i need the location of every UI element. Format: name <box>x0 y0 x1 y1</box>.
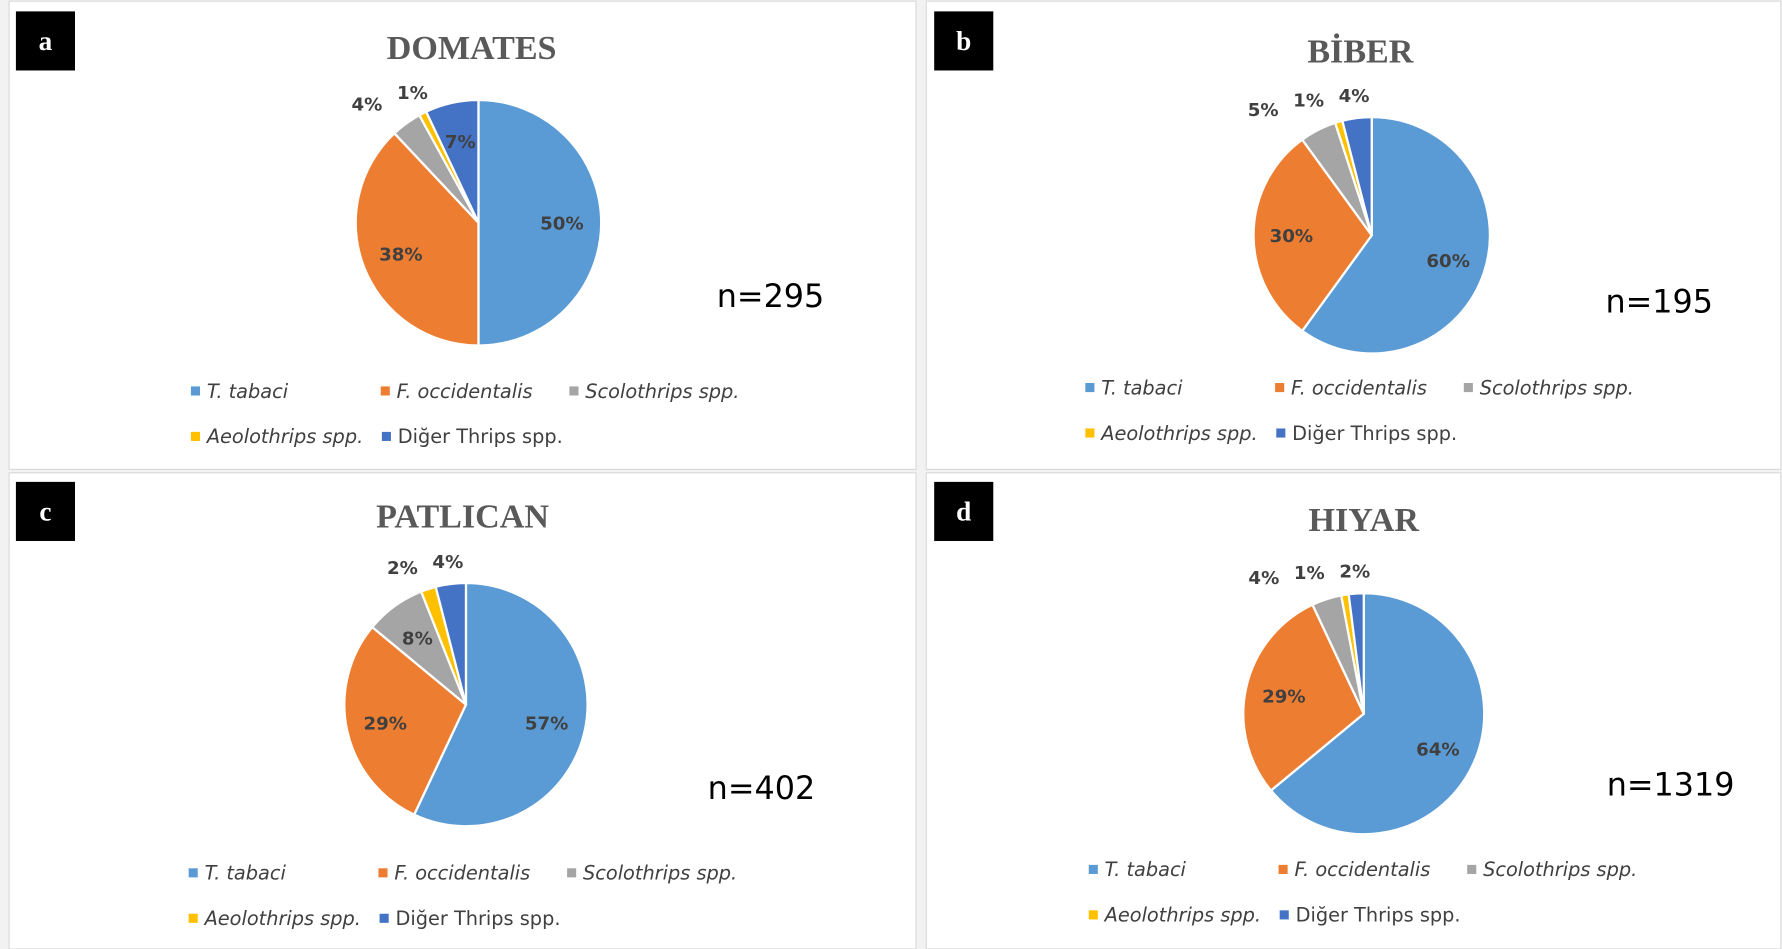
legend-swatch <box>380 386 390 396</box>
pie-slice <box>1252 138 1374 333</box>
legend-swatch <box>1275 383 1285 393</box>
legend-swatch <box>188 913 198 923</box>
legend-label: T. tabaci <box>205 862 287 885</box>
legend-swatch <box>381 431 391 441</box>
panel-letter-box <box>15 11 76 71</box>
data-label: 38% <box>379 244 423 265</box>
sample-size: n=402 <box>708 769 816 807</box>
legend-label: Aeolothrips spp. <box>205 425 363 448</box>
legend-label: Scolothrips spp. <box>585 380 739 403</box>
legend-label: Scolothrips spp. <box>583 862 737 885</box>
legend-swatch <box>1088 910 1098 920</box>
legend-label: Scolothrips spp. <box>1483 858 1637 881</box>
sample-size: n=1319 <box>1607 766 1735 804</box>
sample-size: n=195 <box>1605 283 1713 321</box>
data-label: 4% <box>432 552 463 573</box>
chart-title: BİBER <box>1307 33 1413 71</box>
data-label: 29% <box>364 713 408 734</box>
panel-letter: d <box>956 497 971 527</box>
data-label: 29% <box>1262 687 1306 708</box>
data-label: 5% <box>1248 100 1279 121</box>
pie-slice <box>1347 592 1365 714</box>
legend-label: T. tabaci <box>1101 376 1183 399</box>
legend-label: T. tabaci <box>1105 858 1187 881</box>
pie-slice <box>343 625 468 817</box>
chart-title: DOMATES <box>387 30 557 67</box>
legend-swatch <box>1278 864 1288 874</box>
pie-slice <box>354 131 480 347</box>
legend-label: Scolothrips spp. <box>1480 376 1634 399</box>
data-label: 57% <box>525 713 569 734</box>
legend-swatch <box>569 386 579 396</box>
legend-swatch <box>188 868 198 878</box>
pie-slice <box>424 98 480 224</box>
data-label: 1% <box>397 83 428 104</box>
legend-swatch <box>190 431 201 441</box>
legend-swatch <box>1085 428 1095 438</box>
data-label: 1% <box>1294 563 1325 584</box>
legend-swatch <box>1276 428 1286 438</box>
panel-letter: b <box>956 26 971 56</box>
data-label: 4% <box>1248 568 1279 589</box>
legend-swatch <box>1463 383 1473 393</box>
legend-label: F. occidentalis <box>1294 858 1430 881</box>
panel-letter-box <box>15 481 76 541</box>
legend-label: Diğer Thrips spp. <box>398 425 563 448</box>
legend-label: Diğer Thrips spp. <box>1292 422 1457 445</box>
pie-slice <box>434 581 468 705</box>
panel-letter-box <box>934 481 994 541</box>
pie-slice <box>412 581 589 828</box>
pie-slice <box>1340 115 1373 236</box>
chart-title: HIYAR <box>1309 502 1420 539</box>
chart-title: PATLICAN <box>376 498 549 535</box>
data-label: 60% <box>1426 251 1470 272</box>
data-label: 8% <box>402 629 433 650</box>
panel-letter: a <box>39 26 53 56</box>
pie-slice <box>1269 592 1486 836</box>
sample-size: n=295 <box>717 277 825 315</box>
legend-label: Aeolothrips spp. <box>1103 904 1261 927</box>
data-label: 7% <box>445 132 476 153</box>
legend-label: Diğer Thrips spp. <box>395 907 560 930</box>
data-label: 4% <box>352 95 383 116</box>
legend-label: F. occidentalis <box>394 862 530 885</box>
data-label: 50% <box>540 214 584 235</box>
data-label: 2% <box>1339 562 1370 583</box>
legend-swatch <box>1279 910 1289 920</box>
pie-slice <box>477 98 603 347</box>
legend-swatch <box>378 868 388 878</box>
legend-swatch <box>190 386 201 396</box>
legend-swatch <box>1085 383 1095 393</box>
panel-letter-box <box>934 11 994 71</box>
legend-label: T. tabaci <box>207 380 289 403</box>
legend-label: F. occidentalis <box>1291 376 1427 399</box>
legend-label: Aeolothrips spp. <box>203 907 361 930</box>
pie-slice <box>1300 115 1492 355</box>
legend-label: Aeolothrips spp. <box>1099 422 1257 445</box>
data-label: 30% <box>1270 226 1314 247</box>
data-label: 64% <box>1416 739 1460 760</box>
legend-label: F. occidentalis <box>397 380 533 403</box>
legend-swatch <box>1467 864 1477 874</box>
legend-swatch <box>567 868 577 878</box>
legend-swatch <box>1088 864 1098 874</box>
data-label: 1% <box>1293 90 1324 111</box>
data-label: 4% <box>1339 86 1370 107</box>
data-label: 2% <box>387 558 418 579</box>
legend-swatch <box>379 913 389 923</box>
panel-letter: c <box>39 497 51 527</box>
legend-label: Diğer Thrips spp. <box>1296 904 1461 927</box>
